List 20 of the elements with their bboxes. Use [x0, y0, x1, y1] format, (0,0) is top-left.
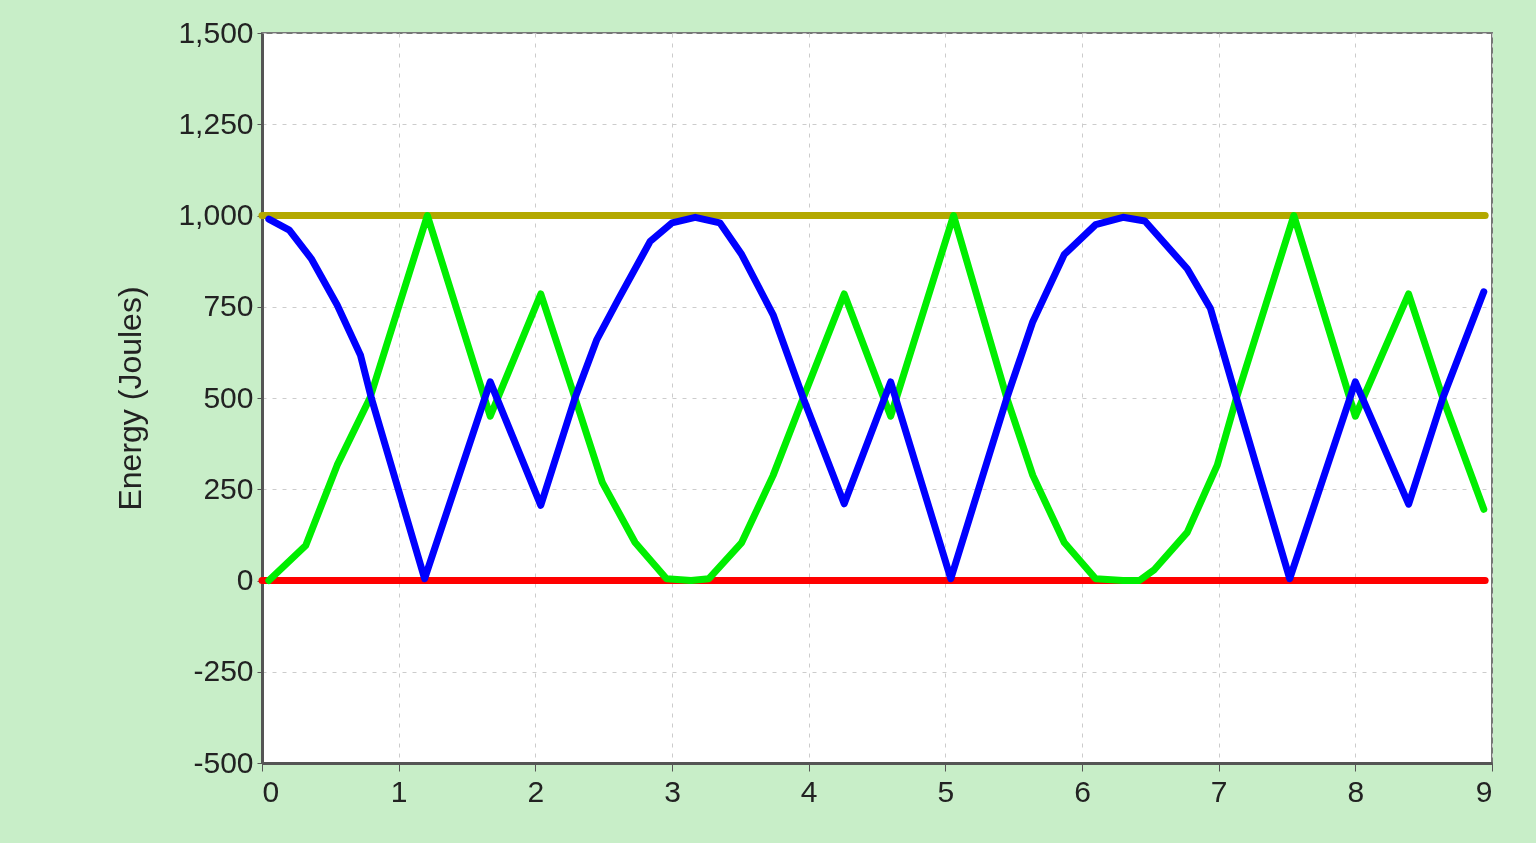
y-tick-label: -250	[193, 654, 254, 688]
x-tick-label: 0	[262, 774, 280, 808]
y-tick-label: 250	[203, 471, 254, 505]
y-tick-label: 500	[203, 380, 254, 414]
y-tick-label: 1,500	[178, 15, 254, 49]
y-tick-label: 1,000	[178, 198, 254, 231]
x-tick-label: 5	[937, 774, 955, 808]
x-tick-label: 6	[1074, 774, 1091, 808]
y-tick-label: 0	[236, 563, 254, 596]
x-tick-label: 4	[800, 774, 818, 808]
x-tick-label: 8	[1347, 774, 1365, 808]
x-tick-label: 1	[390, 774, 408, 808]
x-tick-label: 3	[664, 774, 681, 808]
x-tick-label: 9	[1475, 774, 1493, 808]
y-axis-title: Energy (Joules)	[112, 286, 149, 511]
y-tick-label: 1,250	[178, 106, 254, 140]
x-tick-label: 7	[1210, 774, 1228, 808]
y-tick-label: -500	[193, 745, 254, 779]
x-tick-label: 2	[527, 774, 545, 808]
y-tick-label: 750	[203, 289, 254, 323]
